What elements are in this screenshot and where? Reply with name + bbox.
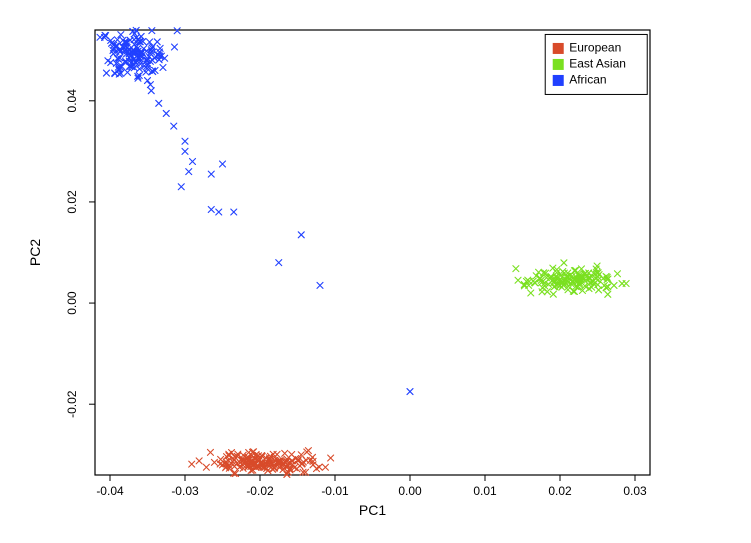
legend-swatch: [553, 59, 563, 69]
data-point: [156, 100, 162, 106]
data-point: [536, 269, 542, 275]
data-point: [163, 110, 169, 116]
legend-swatch: [553, 43, 563, 53]
data-point: [605, 291, 611, 297]
x-tick-label: 0.00: [398, 484, 422, 498]
legend-label: European: [569, 41, 621, 55]
data-point: [145, 78, 151, 84]
data-point: [550, 291, 556, 297]
data-point: [276, 260, 282, 266]
data-point: [157, 45, 163, 51]
data-point: [182, 138, 188, 144]
data-point: [148, 88, 154, 94]
data-point: [196, 458, 202, 464]
data-point: [186, 169, 192, 175]
data-point: [614, 271, 620, 277]
data-point: [190, 158, 196, 164]
y-tick-label: 0.02: [65, 190, 79, 214]
data-point: [407, 389, 413, 395]
data-point: [149, 28, 155, 34]
x-tick-label: -0.01: [321, 484, 349, 498]
data-point: [171, 44, 177, 50]
data-point: [208, 207, 214, 213]
y-axis-label: PC2: [27, 239, 43, 266]
data-point: [282, 450, 288, 456]
plot-frame: [95, 30, 650, 475]
data-point: [220, 161, 226, 167]
data-point: [147, 82, 153, 88]
legend-label: African: [569, 73, 606, 87]
data-point: [298, 232, 304, 238]
scatter-plot: -0.04 -0.03 -0.02 -0.01 0.00 0.01 0.02 0.03 -0.0…: [0, 0, 751, 543]
data-point: [97, 34, 103, 40]
data-point: [561, 260, 567, 266]
x-tick-label: 0.01: [473, 484, 497, 498]
data-point: [299, 461, 305, 467]
data-point: [203, 464, 209, 470]
legend: European East Asian African: [545, 34, 647, 94]
data-point: [544, 289, 550, 295]
data-point: [208, 171, 214, 177]
data-point: [328, 455, 334, 461]
data-point: [305, 448, 311, 454]
data-point: [154, 39, 160, 45]
data-point: [182, 148, 188, 154]
legend-label: East Asian: [569, 57, 626, 71]
y-tick-label: 0.00: [65, 291, 79, 315]
data-point: [539, 289, 545, 295]
data-point: [231, 209, 237, 215]
data-point: [174, 28, 180, 34]
data-point: [623, 280, 629, 286]
data-point: [317, 282, 323, 288]
data-point: [178, 184, 184, 190]
legend-swatch: [553, 75, 563, 85]
data-point: [207, 449, 213, 455]
data-point: [171, 123, 177, 129]
data-point: [124, 69, 130, 75]
data-point: [160, 64, 166, 70]
data-point: [103, 33, 109, 39]
data-point: [611, 282, 617, 288]
chart-container: -0.04 -0.03 -0.02 -0.01 0.00 0.01 0.02 0.03 -0.0…: [0, 0, 751, 543]
x-tick-label: -0.03: [171, 484, 199, 498]
data-point: [216, 209, 222, 215]
y-tick-label: -0.02: [65, 390, 79, 418]
x-tick-label: -0.02: [246, 484, 274, 498]
x-tick-label: 0.02: [548, 484, 572, 498]
data-point: [528, 290, 534, 296]
data-point: [515, 277, 521, 283]
data-point: [218, 456, 224, 462]
data-point: [316, 464, 322, 470]
data-point: [103, 70, 109, 76]
data-point: [322, 464, 328, 470]
y-tick-label: 0.04: [65, 89, 79, 113]
x-tick-label: -0.04: [96, 484, 124, 498]
data-point: [310, 454, 316, 460]
data-point: [189, 461, 195, 467]
data-point: [274, 451, 280, 457]
x-axis-label: PC1: [359, 502, 386, 518]
data-point: [211, 459, 217, 465]
data-point: [513, 266, 519, 272]
x-tick-label: 0.03: [623, 484, 647, 498]
